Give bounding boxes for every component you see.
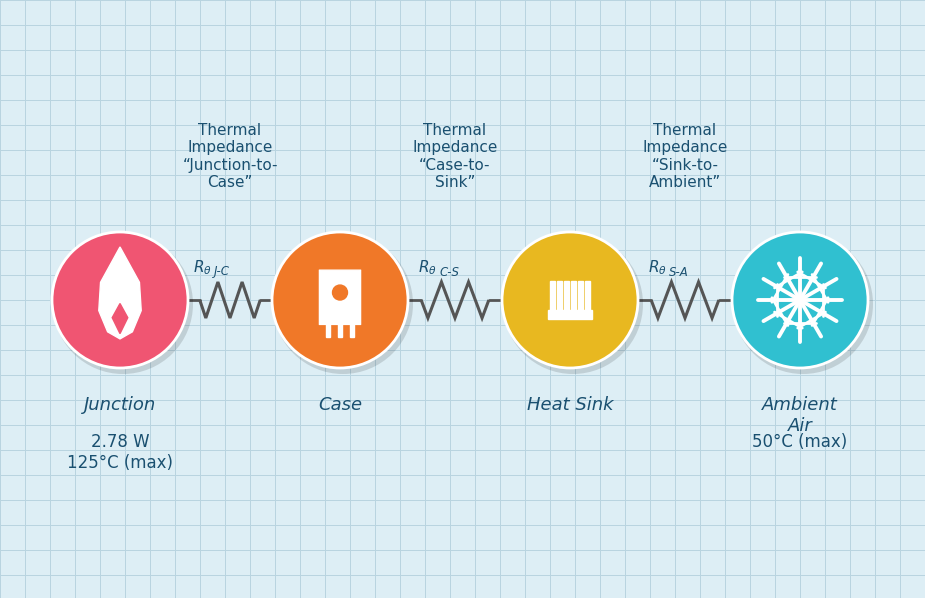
Circle shape bbox=[502, 232, 638, 368]
Text: $R_{\theta}$: $R_{\theta}$ bbox=[648, 259, 667, 277]
Bar bbox=[326, 323, 329, 337]
Text: C-S: C-S bbox=[439, 266, 459, 279]
Bar bbox=[549, 310, 592, 319]
FancyBboxPatch shape bbox=[319, 270, 361, 324]
Bar bbox=[578, 280, 583, 310]
Circle shape bbox=[733, 234, 873, 374]
Polygon shape bbox=[112, 304, 128, 334]
Text: 50°C (max): 50°C (max) bbox=[752, 433, 847, 451]
Circle shape bbox=[272, 232, 408, 368]
Text: Junction: Junction bbox=[84, 396, 156, 414]
Circle shape bbox=[332, 285, 348, 300]
Circle shape bbox=[796, 296, 804, 304]
Circle shape bbox=[52, 232, 188, 368]
Circle shape bbox=[732, 232, 868, 368]
Polygon shape bbox=[99, 247, 142, 339]
Text: S-A: S-A bbox=[669, 266, 689, 279]
Bar bbox=[339, 323, 342, 337]
Text: 2.78 W
125°C (max): 2.78 W 125°C (max) bbox=[67, 433, 173, 472]
Text: Thermal
Impedance
“Case-to-
Sink”: Thermal Impedance “Case-to- Sink” bbox=[413, 123, 498, 190]
Text: $R_{\theta}$: $R_{\theta}$ bbox=[193, 259, 212, 277]
Text: J-C: J-C bbox=[214, 266, 230, 279]
Text: Thermal
Impedance
“Junction-to-
Case”: Thermal Impedance “Junction-to- Case” bbox=[182, 123, 278, 190]
Bar bbox=[351, 323, 354, 337]
Text: Heat Sink: Heat Sink bbox=[526, 396, 613, 414]
Bar bbox=[564, 280, 569, 310]
Circle shape bbox=[53, 234, 193, 374]
Bar bbox=[549, 280, 555, 310]
Bar bbox=[557, 280, 561, 310]
Bar bbox=[571, 280, 576, 310]
Bar bbox=[586, 280, 590, 310]
Circle shape bbox=[503, 234, 643, 374]
Text: Ambient
Air: Ambient Air bbox=[762, 396, 838, 435]
Circle shape bbox=[273, 234, 413, 374]
Text: Case: Case bbox=[318, 396, 362, 414]
Text: $R_{\theta}$: $R_{\theta}$ bbox=[418, 259, 437, 277]
Text: Thermal
Impedance
“Sink-to-
Ambient”: Thermal Impedance “Sink-to- Ambient” bbox=[642, 123, 728, 190]
